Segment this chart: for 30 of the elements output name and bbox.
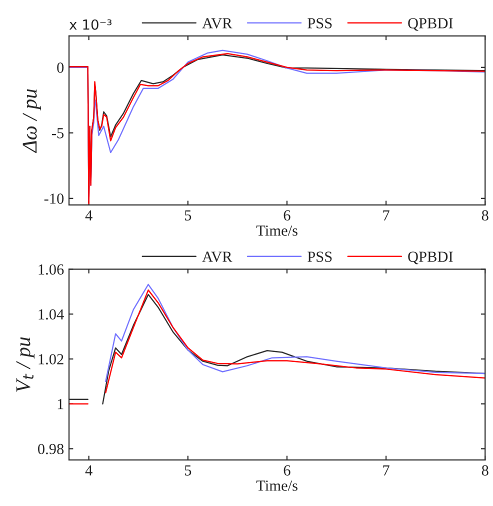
x-tick-label: 8 — [482, 465, 488, 476]
legend-label: PSS — [308, 18, 332, 28]
legend-label: AVR — [202, 18, 232, 28]
x-tick-label: 7 — [383, 465, 390, 476]
y-tick-label: 1 — [58, 399, 64, 410]
x-tick-label: 4 — [85, 465, 92, 476]
x-tick-label: 5 — [184, 465, 192, 476]
x-tick-label: 6 — [284, 210, 290, 221]
x-tick-label: 7 — [383, 210, 390, 220]
x-tick-label: 5 — [184, 210, 192, 221]
x-tick-label: 8 — [482, 210, 488, 221]
y-tick-label: 0 — [57, 62, 64, 73]
legend-label: PSS — [308, 252, 332, 262]
x-tick-label: 4 — [85, 210, 92, 220]
y-tick-label: 1.06 — [38, 264, 64, 275]
y-tick-label: -5 — [52, 128, 64, 138]
legend-label: QPBDI — [408, 18, 453, 31]
y-axis-title: V$_{t}$ / pu — [16, 337, 34, 392]
y-tick-label: 0.98 — [38, 444, 64, 454]
x-axis-title: Time/s — [256, 480, 298, 491]
line-series — [105, 284, 486, 382]
text: x 10⁻³ — [69, 19, 112, 30]
x-axis-title: Time/s — [256, 226, 298, 236]
y-tick-label: 1.02 — [38, 354, 64, 364]
legend-label: QPBDI — [408, 252, 453, 264]
x-tick-label: 6 — [284, 465, 290, 476]
y-tick-label: -10 — [44, 194, 64, 204]
y-tick-label: 1.04 — [38, 309, 64, 320]
legend-label: AVR — [202, 252, 232, 262]
y-axis-title: Δω / pu — [22, 89, 42, 154]
